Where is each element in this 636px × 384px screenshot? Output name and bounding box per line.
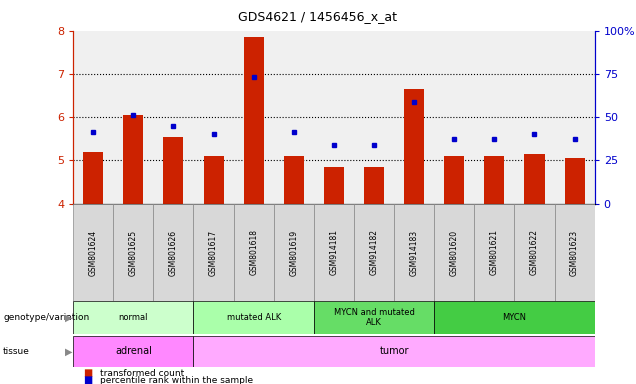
Bar [555,204,595,301]
Bar [83,152,103,204]
Text: GSM801624: GSM801624 [88,229,98,276]
Bar [244,37,264,204]
Text: genotype/variation: genotype/variation [3,313,90,322]
Text: ▶: ▶ [65,313,73,323]
Bar [73,204,113,301]
Bar [485,156,504,204]
Bar [193,301,314,334]
Text: GSM801625: GSM801625 [129,229,138,276]
Text: GDS4621 / 1456456_x_at: GDS4621 / 1456456_x_at [238,10,398,23]
Bar [123,115,143,204]
Bar [434,301,595,334]
Bar [193,204,233,301]
Text: GSM801622: GSM801622 [530,230,539,275]
Text: adrenal: adrenal [115,346,152,356]
Text: GSM914181: GSM914181 [329,230,338,275]
Text: GSM801617: GSM801617 [209,229,218,276]
Text: GSM801626: GSM801626 [169,229,178,276]
Bar [525,154,544,204]
Bar [565,158,584,204]
Bar [73,336,193,367]
Text: ■: ■ [83,375,92,384]
Bar [364,167,384,204]
Text: percentile rank within the sample: percentile rank within the sample [100,376,254,384]
Text: transformed count: transformed count [100,369,184,378]
Bar [434,204,474,301]
Text: GSM914182: GSM914182 [370,230,378,275]
Text: GSM801618: GSM801618 [249,230,258,275]
Bar [515,204,555,301]
Bar [354,204,394,301]
Text: GSM801620: GSM801620 [450,229,459,276]
Text: normal: normal [118,313,148,322]
Bar [73,301,193,334]
Bar [113,204,153,301]
Bar [153,204,193,301]
Bar [163,137,183,204]
Bar [273,204,314,301]
Text: GSM914183: GSM914183 [410,229,418,276]
Text: tumor: tumor [379,346,409,356]
Bar [314,204,354,301]
Text: MYCN: MYCN [502,313,527,322]
Bar [284,156,304,204]
Bar [233,204,273,301]
Text: ■: ■ [83,368,92,378]
Bar [324,167,344,204]
Text: mutated ALK: mutated ALK [226,313,280,322]
Bar [314,301,434,334]
Text: GSM801623: GSM801623 [570,229,579,276]
Bar [474,204,515,301]
Bar [204,156,224,204]
Bar [444,156,464,204]
Text: ▶: ▶ [65,346,73,356]
Text: MYCN and mutated
ALK: MYCN and mutated ALK [333,308,415,328]
Text: GSM801619: GSM801619 [289,229,298,276]
Bar [404,89,424,204]
Bar [193,336,595,367]
Text: tissue: tissue [3,347,30,356]
Text: GSM801621: GSM801621 [490,230,499,275]
Bar [394,204,434,301]
